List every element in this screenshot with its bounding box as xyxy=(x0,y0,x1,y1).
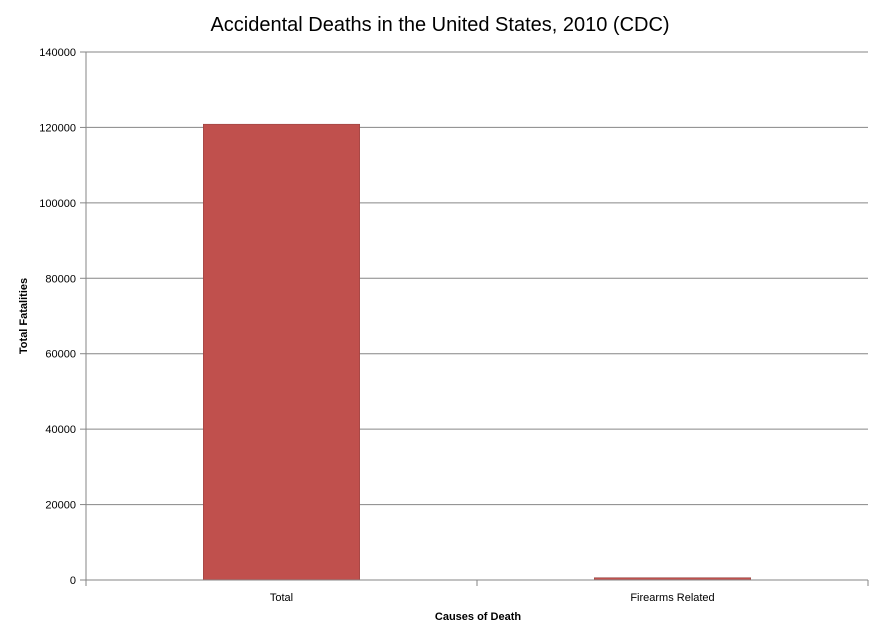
y-tick-label: 20000 xyxy=(45,500,76,512)
x-tick-label: Firearms Related xyxy=(630,592,714,604)
x-axis-ticks: Total Firearms Related xyxy=(85,580,869,604)
y-tick-label: 60000 xyxy=(45,349,76,361)
y-axis-ticks: 0 20000 40000 60000 80000 100000 120000 140000 xyxy=(39,47,86,587)
y-tick-label: 80000 xyxy=(45,273,76,285)
bar-total xyxy=(203,123,360,581)
y-tick-label: 140000 xyxy=(39,47,76,59)
chart-title: Accidental Deaths in the United States, … xyxy=(210,14,669,36)
bars xyxy=(203,123,751,581)
x-tick-label: Total xyxy=(270,592,293,604)
y-tick-label: 100000 xyxy=(39,198,76,210)
y-tick-label: 40000 xyxy=(45,424,76,436)
y-axis-title: Total Fatalities xyxy=(18,278,30,354)
y-tick-label: 0 xyxy=(70,575,76,587)
y-tick-label: 120000 xyxy=(39,122,76,134)
x-axis-title: Causes of Death xyxy=(435,611,521,623)
